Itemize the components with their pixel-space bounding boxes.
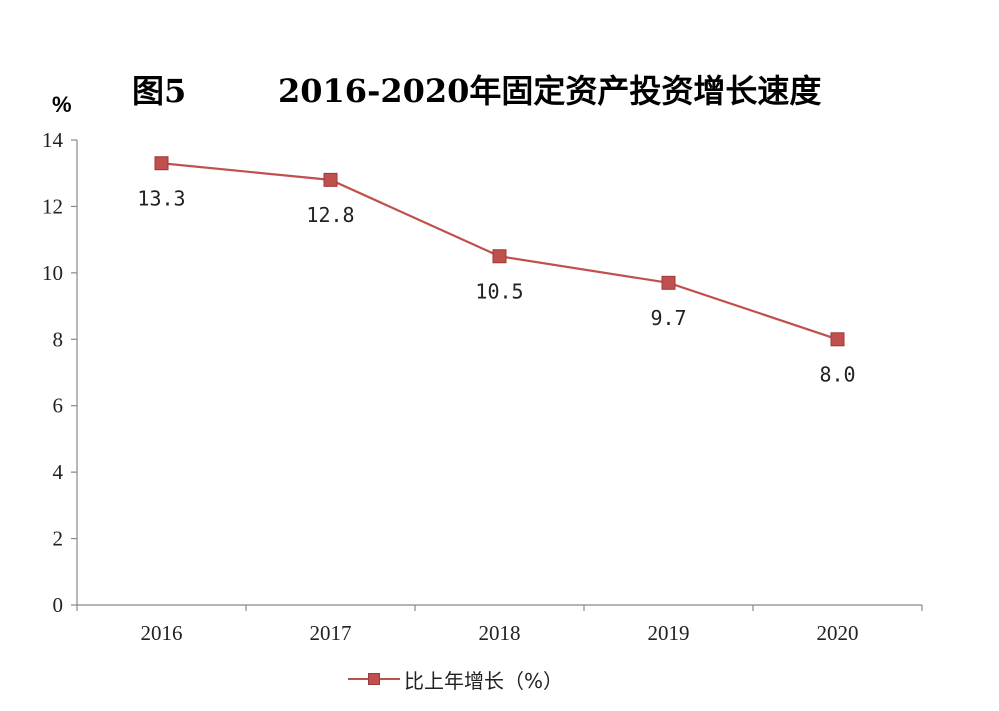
y-tick-label: 10: [42, 261, 63, 285]
x-tick-label: 2018: [479, 621, 521, 645]
legend-label: 比上年增长（%）: [404, 668, 564, 693]
chart-title: 2016-2020年固定资产投资增长速度: [278, 72, 822, 110]
data-label: 10.5: [475, 279, 523, 303]
data-label: 12.8: [306, 203, 354, 227]
data-label: 8.0: [819, 362, 855, 386]
legend: 比上年增长（%）: [348, 664, 563, 694]
x-tick-label: 2017: [310, 621, 352, 645]
y-tick-label: 0: [53, 593, 64, 617]
y-axis-unit: %: [52, 92, 72, 117]
data-label: 9.7: [650, 306, 686, 330]
x-tick-label: 2019: [648, 621, 690, 645]
y-tick-label: 14: [42, 128, 64, 152]
y-tick-label: 8: [53, 327, 64, 351]
y-tick-label: 12: [42, 194, 63, 218]
data-point: [323, 172, 338, 187]
legend-swatch: [348, 669, 400, 689]
data-point: [830, 332, 845, 347]
x-tick-label: 2020: [817, 621, 859, 645]
data-label: 13.3: [137, 186, 185, 210]
chart-title-prefix: 图5: [132, 72, 187, 110]
data-point: [661, 275, 676, 290]
x-tick-label: 2016: [141, 621, 183, 645]
y-tick-label: 6: [53, 394, 64, 418]
data-point: [492, 249, 507, 264]
data-point: [154, 156, 169, 171]
y-tick-label: 2: [53, 527, 64, 551]
y-tick-label: 4: [53, 460, 64, 484]
